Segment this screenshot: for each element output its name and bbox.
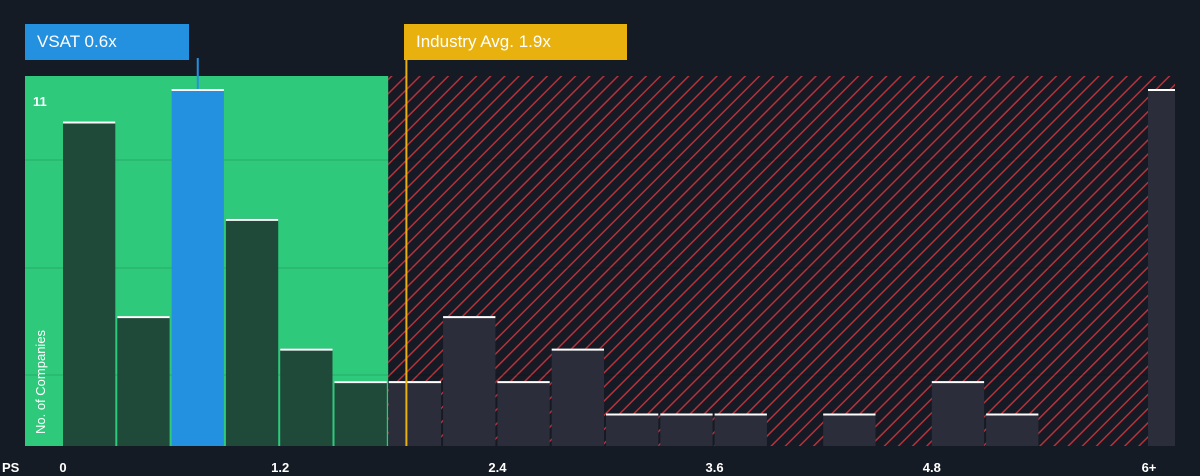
bar <box>660 413 713 446</box>
bar <box>225 218 279 446</box>
industry-average-callout: Industry Avg. 1.9x <box>404 24 627 60</box>
x-tick-label: 6+ <box>1142 460 1157 475</box>
x-axis-prefix: PS <box>2 460 20 475</box>
bar <box>931 381 985 446</box>
bar <box>497 381 550 446</box>
bar <box>1148 89 1175 446</box>
bar <box>388 381 442 446</box>
bar <box>280 348 333 446</box>
bars <box>63 89 1175 447</box>
y-max-label: 11 <box>33 94 47 109</box>
company-callout: VSAT 0.6x <box>25 24 189 60</box>
x-axis-ticks: 0 1.2 2.4 3.6 4.8 6+ <box>59 460 1156 475</box>
x-tick-label: 2.4 <box>488 460 507 475</box>
bar <box>63 121 116 447</box>
bar <box>117 316 170 446</box>
bar <box>443 316 496 446</box>
bar <box>334 381 387 446</box>
y-axis-label: No. of Companies <box>33 329 48 434</box>
bar <box>823 413 876 446</box>
bar <box>606 413 659 446</box>
highlighted-bar <box>171 89 224 446</box>
bar <box>714 413 767 446</box>
bar <box>551 348 604 446</box>
bar <box>986 413 1039 446</box>
x-tick-label: 0 <box>59 460 66 475</box>
x-tick-label: 1.2 <box>271 460 289 475</box>
x-tick-label: 3.6 <box>706 460 724 475</box>
x-tick-label: 4.8 <box>923 460 941 475</box>
